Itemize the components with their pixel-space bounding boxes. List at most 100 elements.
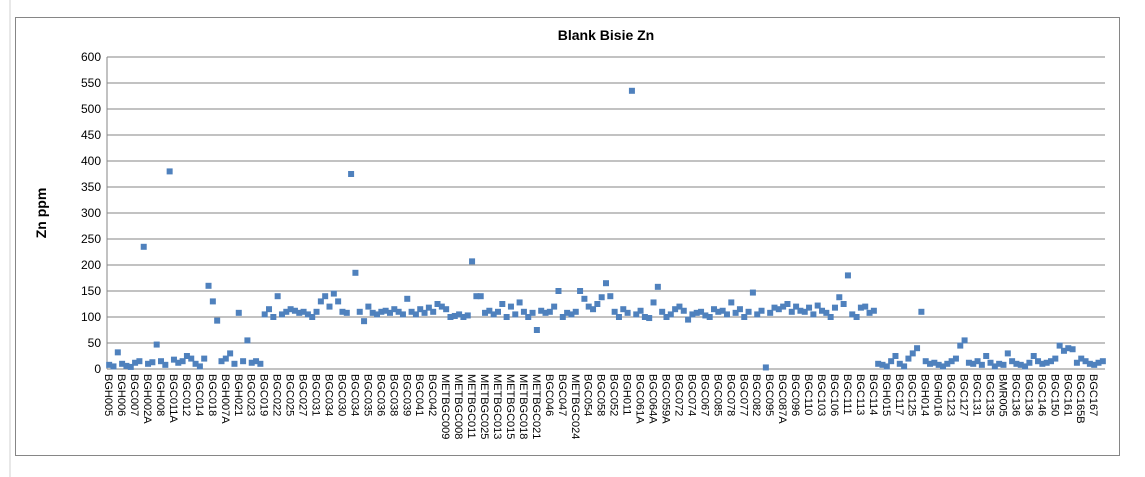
point	[594, 301, 601, 307]
point	[1039, 360, 1046, 367]
point	[555, 288, 562, 294]
point	[304, 311, 311, 318]
point	[482, 309, 489, 316]
x-tick-label: BGC077	[737, 374, 749, 416]
x-tick-label: BGC095	[763, 374, 775, 416]
point	[417, 306, 424, 313]
x-tick-label: BGC011A	[167, 374, 179, 423]
point	[244, 337, 251, 344]
x-tick-label: BGC146	[1035, 374, 1047, 416]
x-tick-label: BGH016	[932, 374, 944, 416]
point	[853, 314, 860, 320]
point	[840, 301, 847, 307]
point	[1004, 350, 1011, 357]
x-tick-label: BGC007	[128, 374, 140, 416]
point	[1056, 342, 1063, 349]
point	[1017, 361, 1024, 368]
y-tick-label: 450	[81, 128, 101, 142]
x-tick-label: METBGC009	[439, 374, 451, 439]
y-tick-label: 100	[81, 310, 101, 324]
point	[231, 360, 238, 367]
point	[823, 309, 830, 316]
point	[585, 303, 592, 310]
x-tick-label: BGC052	[608, 374, 620, 416]
point	[996, 360, 1003, 367]
point	[572, 308, 579, 315]
point	[883, 363, 890, 370]
point	[784, 301, 791, 307]
x-tick-label: BGC082	[750, 374, 762, 416]
point	[196, 363, 203, 370]
point	[711, 306, 718, 313]
point	[667, 311, 674, 318]
point	[222, 355, 229, 362]
point	[1069, 346, 1076, 353]
point	[123, 362, 130, 369]
point	[611, 308, 618, 315]
y-tick-label: 50	[88, 336, 102, 350]
chart-frame	[15, 17, 1120, 456]
point	[918, 308, 925, 315]
point	[857, 304, 864, 311]
x-tick-label: BGC087A	[776, 374, 788, 424]
x-tick-label: BGC110	[802, 374, 814, 415]
point	[849, 311, 856, 318]
point	[119, 360, 126, 367]
point	[408, 308, 415, 315]
point	[378, 308, 385, 315]
point	[533, 327, 540, 333]
point	[624, 309, 631, 316]
point	[749, 289, 756, 296]
point	[1073, 359, 1080, 366]
point	[386, 309, 393, 316]
x-tick-label: METBGC024	[569, 374, 581, 439]
point	[888, 358, 895, 365]
point	[961, 337, 968, 344]
x-tick-label: BGC161	[1061, 374, 1073, 416]
point	[490, 311, 497, 318]
point	[827, 314, 834, 320]
point	[127, 363, 134, 370]
point	[831, 304, 838, 311]
point	[797, 307, 804, 314]
x-tick-label: BGC061A	[634, 374, 646, 424]
x-tick-label: METBGC015	[504, 374, 516, 439]
point	[914, 345, 921, 352]
point	[469, 258, 476, 265]
x-tick-label: BGC041	[413, 374, 425, 416]
point	[896, 360, 903, 367]
x-tick-label: BGC072	[672, 374, 684, 416]
point	[866, 309, 873, 316]
point	[844, 272, 851, 279]
x-tick-label: BGC059A	[659, 374, 671, 424]
x-tick-label: BGC046	[543, 374, 555, 416]
x-tick-label: BGC064A	[647, 374, 659, 424]
point	[166, 168, 173, 175]
x-tick-label: METBGC008	[452, 374, 464, 439]
point	[680, 307, 687, 314]
point	[516, 299, 523, 306]
point	[399, 311, 406, 318]
point	[745, 308, 752, 315]
point	[170, 356, 177, 363]
point	[685, 316, 692, 323]
x-tick-label: BGC136	[1022, 374, 1034, 416]
x-tick-label: BGH006	[115, 374, 127, 416]
point	[477, 293, 484, 300]
point	[1013, 360, 1020, 367]
point	[106, 361, 113, 368]
point	[1047, 358, 1054, 365]
point	[110, 363, 117, 370]
point	[456, 311, 463, 318]
point	[806, 304, 813, 311]
x-tick-label: BGC117	[893, 374, 905, 415]
x-tick-label: BGC031	[310, 374, 322, 416]
x-tick-label: BGC039	[400, 374, 412, 416]
x-tick-label: METBGC018	[517, 374, 529, 439]
point	[464, 312, 471, 319]
point	[235, 309, 242, 316]
point	[957, 342, 964, 349]
point	[209, 298, 216, 305]
point	[615, 314, 622, 320]
